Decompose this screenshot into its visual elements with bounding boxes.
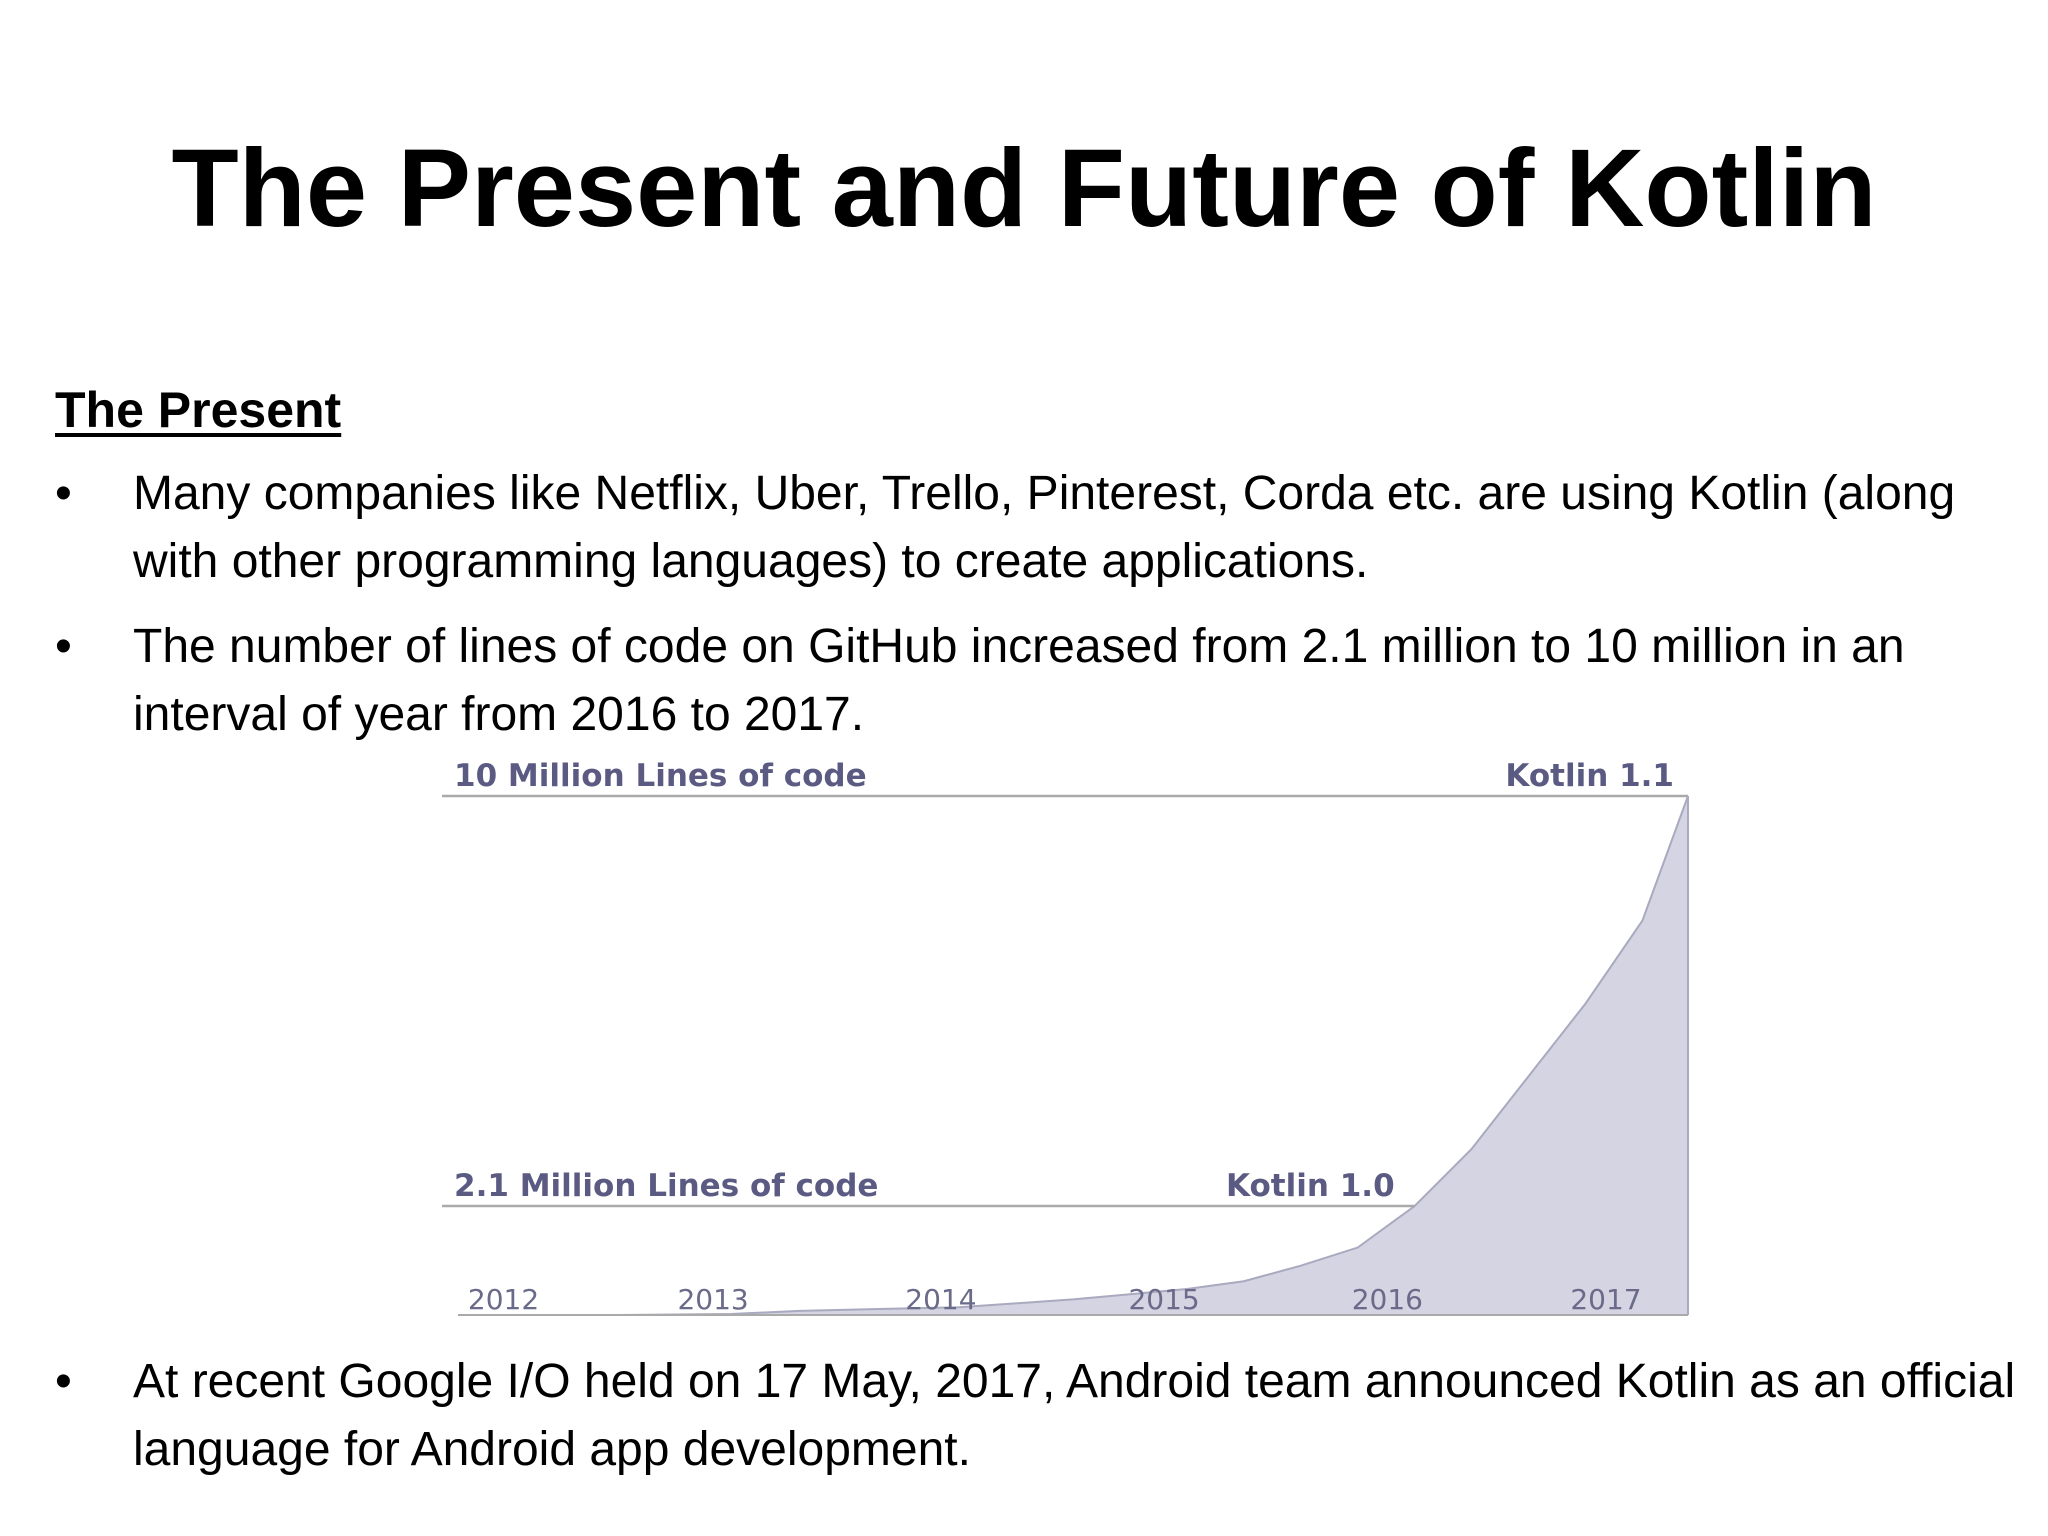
bullet-dot: •: [55, 467, 72, 520]
area-line: [503, 795, 1689, 1316]
lines-of-code-chart: 10 Million Lines of code Kotlin 1.1 2.1 Mi…: [440, 750, 1700, 1330]
bullet-text: At recent Google I/O held on 17 May, 201…: [133, 1355, 2016, 1476]
reference-line-label: 2.1 Million Lines of code: [454, 1168, 878, 1204]
x-tick-label: 2014: [905, 1283, 976, 1316]
x-tick-label: 2017: [1570, 1283, 1641, 1316]
x-tick-label: 2015: [1128, 1283, 1199, 1316]
slide-title: The Present and Future of Kotlin: [171, 127, 1877, 250]
section-heading: The Present: [55, 382, 342, 438]
reference-line-label: 10 Million Lines of code: [454, 758, 867, 794]
area-fill: [503, 796, 1688, 1315]
bullet-text: Many companies like Netflix, Uber, Trell…: [133, 467, 1956, 588]
bullet-dot: •: [55, 620, 72, 673]
version-marker-label: Kotlin 1.0: [1226, 1168, 1395, 1204]
version-marker-label: Kotlin 1.1: [1505, 758, 1674, 794]
area-chart-svg: 10 Million Lines of code Kotlin 1.1 2.1 Mi…: [442, 758, 1689, 1316]
x-tick-label: 2013: [677, 1283, 748, 1316]
x-tick-label: 2016: [1352, 1283, 1423, 1316]
x-tick-label: 2012: [468, 1283, 539, 1316]
bullet-text: The number of lines of code on GitHub in…: [133, 620, 1905, 741]
bullet-dot: •: [55, 1355, 72, 1408]
